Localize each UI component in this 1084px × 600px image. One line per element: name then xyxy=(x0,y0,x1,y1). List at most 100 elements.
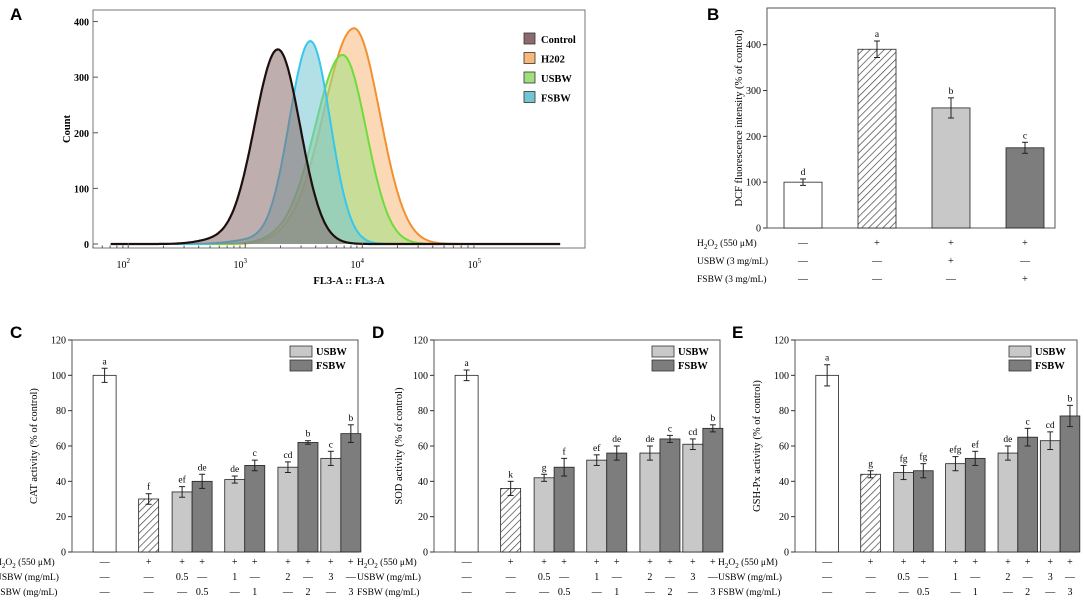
sod-bar xyxy=(553,466,575,553)
gshpx-significance-label: efg xyxy=(949,445,961,456)
legend-label-usbw: USBW xyxy=(541,74,572,85)
cat-row-mark: — xyxy=(99,587,111,598)
gshpx-bar xyxy=(1039,440,1061,553)
sod-bar xyxy=(533,477,555,553)
cat-legend-swatch-fsbw xyxy=(289,359,313,372)
cat-significance-label: de xyxy=(230,465,239,475)
cat-bar-panel: 0 20 40 60 80 100 120 CAT activity (% of contro… xyxy=(0,336,362,598)
panel-label-d: D xyxy=(372,323,384,342)
histogram-ytick-label: 100 xyxy=(74,184,89,195)
gshpx-row-mark: — xyxy=(1044,587,1056,598)
cat-bar xyxy=(244,465,266,553)
sod-row-mark: 2 xyxy=(647,572,652,583)
legend-swatch-control xyxy=(523,32,536,45)
gshpx-row-mark: 2 xyxy=(1005,572,1010,583)
sod-ytick-label: 0 xyxy=(423,548,428,559)
panel-label-a: A xyxy=(10,5,22,24)
cat-row-mark: 2 xyxy=(305,587,310,598)
sod-significance-label: c xyxy=(668,424,672,434)
gshpx-row-mark: — xyxy=(1002,587,1014,598)
gshpx-row-mark: — xyxy=(898,587,910,598)
cat-significance-label: b xyxy=(306,430,311,440)
sod-row-mark: 1 xyxy=(614,587,619,598)
cat-row-mark: — xyxy=(325,587,337,598)
dcf-row-mark: + xyxy=(874,238,880,249)
cat-row-mark: — xyxy=(196,572,208,583)
sod-row-label: USBW (mg/mL) xyxy=(357,572,421,583)
sod-bar xyxy=(586,459,608,553)
sod-row-mark: + xyxy=(690,557,696,568)
legend-swatch-h2o2 xyxy=(523,52,536,64)
dcf-row-label: H2O2 (550 μM) xyxy=(697,238,757,251)
cat-row-label: FSBW (mg/mL) xyxy=(0,587,57,598)
sod-row-mark: 3 xyxy=(690,572,695,583)
gshpx-bar xyxy=(913,470,934,553)
gshpx-row-mark: + xyxy=(868,557,874,568)
cat-row-mark: — xyxy=(99,557,111,568)
cat-row-mark: + xyxy=(232,557,238,568)
gshpx-bar xyxy=(945,463,966,553)
cat-bar xyxy=(320,457,342,553)
cat-significance-label: c xyxy=(329,440,333,450)
dcf-significance-label: c xyxy=(1023,131,1027,141)
gshpx-row-label: FSBW (mg/mL) xyxy=(718,587,780,598)
histogram-curve-control xyxy=(110,48,561,246)
histogram-xtick-label: 102 xyxy=(116,257,130,271)
cat-row-mark: — xyxy=(345,572,357,583)
sod-row-mark: — xyxy=(611,572,623,583)
gshpx-ytick-label: 100 xyxy=(774,371,789,382)
dcf-ytick-label: 200 xyxy=(746,132,761,143)
cat-legend-swatch-usbw xyxy=(289,345,313,358)
cat-ylabel: CAT activity (% of control) xyxy=(29,388,40,504)
dcf-bar xyxy=(1005,147,1045,229)
histogram-ylabel: Count xyxy=(62,114,73,143)
sod-legend-swatch-fsbw xyxy=(651,359,675,372)
sod-row-mark: — xyxy=(664,572,676,583)
dcf-ytick-label: 300 xyxy=(746,86,761,97)
sod-bar xyxy=(702,427,724,553)
legend-label-control: Control xyxy=(541,35,576,46)
gshpx-significance-label: de xyxy=(1003,435,1012,445)
legend-swatch-fsbw xyxy=(523,91,536,103)
cat-ytick-label: 60 xyxy=(56,442,66,453)
cat-significance-label: cd xyxy=(283,451,292,461)
gshpx-row-mark: 1 xyxy=(973,587,978,598)
cat-ytick-label: 40 xyxy=(56,477,66,488)
cat-row-mark: 1 xyxy=(232,572,237,583)
dcf-row-mark: — xyxy=(797,274,809,285)
sod-row-mark: 0.5 xyxy=(558,587,571,598)
panel-label-e: E xyxy=(732,323,743,342)
sod-significance-label: cd xyxy=(688,428,697,438)
gshpx-bar xyxy=(1059,415,1081,553)
sod-significance-label: b xyxy=(710,414,715,424)
sod-row-mark: + xyxy=(614,557,620,568)
gshpx-legend-swatch-fsbw xyxy=(1008,359,1032,372)
gshpx-legend-label-fsbw: FSBW xyxy=(1035,361,1065,372)
dcf-row-mark: + xyxy=(948,256,954,267)
dcf-bar xyxy=(931,107,971,229)
dcf-row-label: USBW (3 mg/mL) xyxy=(697,256,768,267)
cat-bar xyxy=(297,442,319,553)
sod-row-mark: + xyxy=(647,557,653,568)
dcf-row-mark: + xyxy=(948,238,954,249)
sod-ytick-label: 40 xyxy=(418,477,428,488)
sod-row-mark: + xyxy=(710,557,716,568)
cat-row-mark: — xyxy=(249,572,261,583)
dcf-row-mark: + xyxy=(1022,274,1028,285)
dcf-ytick-label: 100 xyxy=(746,178,761,189)
gshpx-significance-label: cd xyxy=(1046,421,1055,431)
gshpx-row-label: H2O2 (550 μM) xyxy=(718,557,778,570)
cat-row-mark: + xyxy=(328,557,334,568)
gshpx-row-mark: — xyxy=(865,572,877,583)
gshpx-significance-label: fg xyxy=(919,452,927,463)
gshpx-significance-label: c xyxy=(1026,417,1030,427)
dcf-ytick-label: 400 xyxy=(746,40,761,51)
cat-row-mark: + xyxy=(348,557,354,568)
dcf-row-label: FSBW (3 mg/mL) xyxy=(697,274,767,285)
sod-row-mark: — xyxy=(707,572,719,583)
sod-row-mark: — xyxy=(591,587,603,598)
cat-bar xyxy=(191,480,213,553)
cat-row-mark: + xyxy=(179,557,185,568)
gshpx-significance-label: g xyxy=(868,460,873,470)
cat-row-label: H2O2 (550 μM) xyxy=(0,557,55,570)
